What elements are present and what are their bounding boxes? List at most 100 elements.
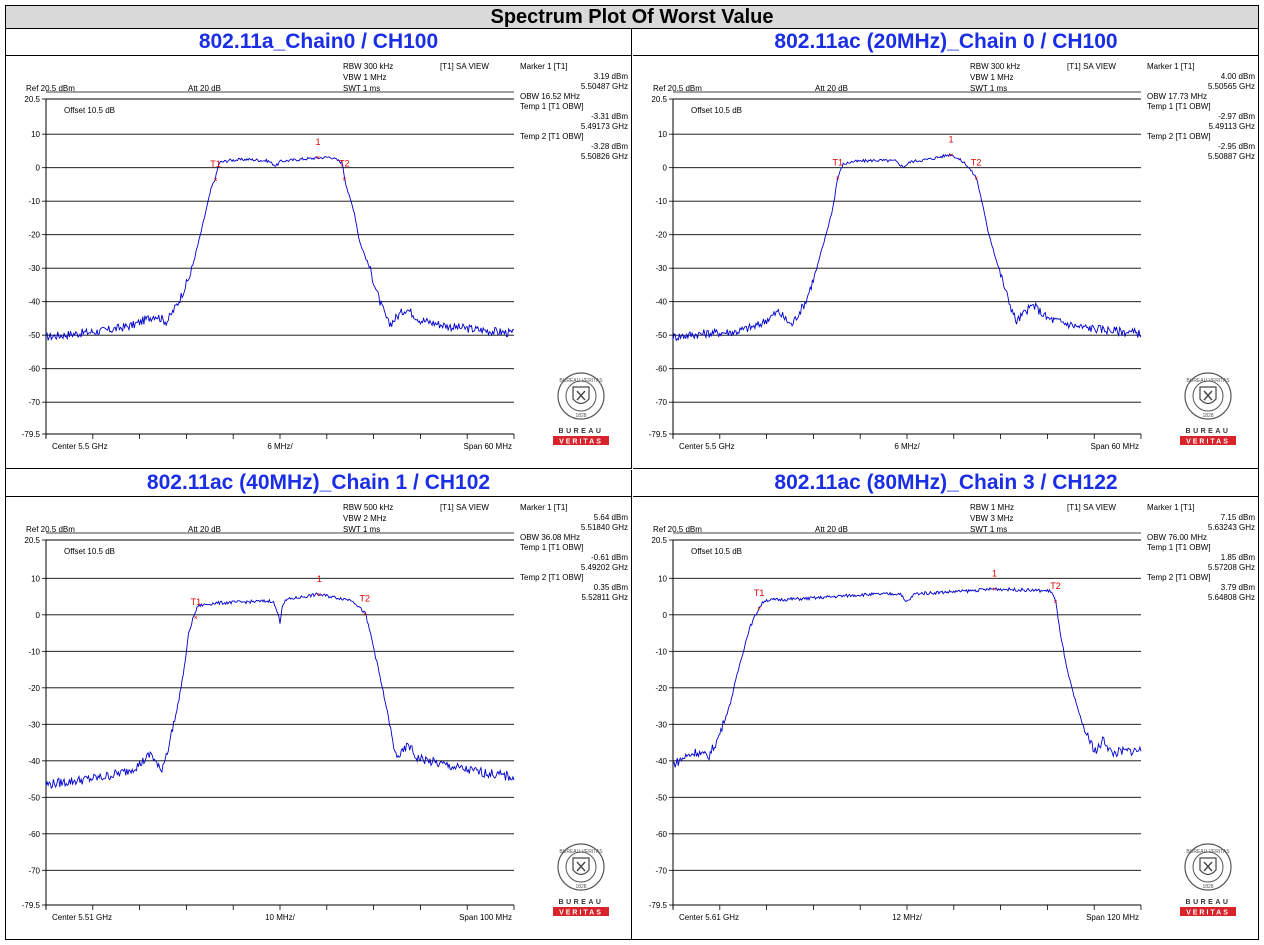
offset-label: Offset 10.5 dB: [64, 106, 115, 115]
marker-readout-line: Temp 1 [T1 OBW]: [520, 543, 584, 552]
bureau-veritas-seal-icon: BUREAU VERITAS 1828 BUREAU VERITAS: [553, 372, 609, 446]
logo-word-2: VERITAS: [1186, 910, 1230, 917]
marker-readout-line: OBW 17.73 MHz: [1147, 92, 1207, 101]
bureau-veritas-seal-icon: BUREAU VERITAS 1828 BUREAU VERITAS: [1180, 843, 1236, 917]
y-tick-label: -50: [28, 331, 40, 340]
marker-readout-line: Marker 1 [T1]: [1147, 62, 1195, 71]
marker-readout-line: 5.64 dBm: [594, 513, 629, 522]
y-tick-label: -20: [28, 684, 40, 693]
y-tick-label: -79.5: [22, 430, 41, 439]
spectrum-trace: [672, 153, 1142, 342]
y-tick-label: 10: [658, 574, 667, 583]
rbw: RBW 500 kHz: [343, 503, 393, 512]
y-tick-label: -79.5: [649, 901, 668, 910]
spectrum-trace: [45, 592, 515, 789]
marker-readout-line: 5.50887 GHz: [1208, 152, 1255, 161]
ref-level: Ref 20.5 dBm: [653, 84, 702, 93]
chart-title: 802.11a_Chain0 / CH100: [6, 29, 631, 56]
marker-readout-line: Temp 2 [T1 OBW]: [1147, 573, 1211, 582]
y-tick-label: -60: [655, 830, 667, 839]
logo-word-1: BUREAU: [559, 899, 604, 906]
vbw: VBW 2 MHz: [343, 514, 387, 523]
rbw: RBW 300 kHz: [343, 62, 393, 71]
marker-readout-line: -2.95 dBm: [1218, 142, 1255, 151]
spectrum-trace: [45, 156, 514, 341]
seal-shield: [572, 386, 590, 405]
marker-readout-line: 5.63243 GHz: [1208, 523, 1255, 532]
marker-label: T1: [754, 588, 765, 598]
x-span-label: Span 60 MHz: [1091, 442, 1139, 451]
chart-title: 802.11ac (40MHz)_Chain 1 / CH102: [6, 470, 631, 497]
y-tick-label: -30: [655, 720, 667, 729]
y-tick-label: -79.5: [22, 901, 41, 910]
marker-point: ×: [342, 177, 346, 184]
rbw: RBW 300 kHz: [970, 62, 1020, 71]
spectrum-trace: [672, 586, 1142, 768]
seal-cross: [576, 861, 586, 872]
y-tick-label: -60: [655, 365, 667, 374]
y-tick-label: 0: [663, 611, 668, 620]
marker-point: ×: [213, 177, 217, 184]
x-center-label: Center 5.5 GHz: [52, 442, 108, 451]
marker-readout-line: Temp 2 [T1 OBW]: [520, 573, 584, 582]
logo-red-bar: [1180, 907, 1236, 916]
marker-readout-line: Marker 1 [T1]: [520, 62, 568, 71]
x-span-label: Span 120 MHz: [1086, 913, 1139, 922]
marker-readout-line: 5.51840 GHz: [581, 523, 628, 532]
y-tick-label: -30: [28, 264, 40, 273]
plot-cell-3: 802.11ac (40MHz)_Chain 1 / CH102 Ref 20.…: [6, 470, 632, 940]
attenuation: Att 20 dB: [188, 525, 221, 534]
marker-point: ×: [317, 592, 321, 599]
marker-label: T2: [1050, 581, 1061, 591]
seal-year: 1828: [1202, 884, 1213, 890]
marker-point: ×: [949, 152, 953, 159]
x-div-label: 10 MHz/: [265, 913, 296, 922]
marker-readout-line: Temp 1 [T1 OBW]: [1147, 102, 1211, 111]
y-tick-label: 10: [31, 574, 40, 583]
marker-readout-line: -3.31 dBm: [591, 112, 628, 121]
logo-red-bar: [553, 436, 609, 445]
marker-readout-line: 3.19 dBm: [594, 72, 629, 81]
marker-point: ×: [363, 612, 367, 619]
y-tick-label: 20.5: [24, 95, 40, 104]
offset-label: Offset 10.5 dB: [691, 547, 742, 556]
marker-point: ×: [1053, 599, 1057, 606]
y-tick-label: -70: [28, 398, 40, 407]
marker-readout-line: 7.15 dBm: [1221, 513, 1256, 522]
y-tick-label: -60: [28, 365, 40, 374]
marker-readout-line: -0.61 dBm: [591, 553, 628, 562]
logo-word-2: VERITAS: [559, 439, 603, 446]
spectrum-chart-1: Ref 20.5 dBm Att 20 dB RBW 300 kHz VBW 1 MH…: [22, 62, 629, 451]
offset-label: Offset 10.5 dB: [691, 106, 742, 115]
marker-readout-line: OBW 36.08 MHz: [520, 533, 580, 542]
y-tick-label: -10: [28, 647, 40, 656]
x-span-label: Span 100 MHz: [459, 913, 512, 922]
marker-point: ×: [992, 587, 996, 594]
seal-top-text: BUREAU VERITAS: [559, 849, 603, 855]
y-tick-label: -30: [28, 720, 40, 729]
y-tick-label: -70: [655, 866, 667, 875]
spectrum-report: Spectrum Plot Of Worst Value 802.11a_Cha…: [5, 5, 1259, 940]
y-tick-label: -40: [655, 757, 667, 766]
swt: SWT 1 ms: [343, 84, 380, 93]
y-tick-label: 10: [31, 130, 40, 139]
y-tick-label: -50: [28, 793, 40, 802]
y-tick-label: -50: [655, 331, 667, 340]
swt: SWT 1 ms: [970, 525, 1007, 534]
logo-red-bar: [1180, 436, 1236, 445]
sa-view: [T1] SA VIEW: [440, 62, 489, 71]
seal-shield: [1199, 386, 1217, 405]
y-tick-label: 0: [36, 611, 41, 620]
y-tick-label: -20: [655, 684, 667, 693]
marker-label: T1: [210, 159, 221, 169]
marker-readout-line: 5.50487 GHz: [581, 82, 628, 91]
marker-readout-line: 5.49173 GHz: [581, 122, 628, 131]
y-tick-label: -70: [28, 866, 40, 875]
plot-cell-2: 802.11ac (20MHz)_Chain 0 / CH100 Ref 20.…: [633, 29, 1259, 469]
spectrum-chart-3: Ref 20.5 dBm Att 20 dB RBW 500 kHz VBW 2 MH…: [22, 503, 629, 922]
y-tick-label: -40: [28, 298, 40, 307]
marker-readout-line: 1.85 dBm: [1221, 553, 1256, 562]
y-tick-label: 0: [663, 164, 668, 173]
y-tick-label: -10: [655, 647, 667, 656]
seal-cross: [1203, 861, 1213, 872]
